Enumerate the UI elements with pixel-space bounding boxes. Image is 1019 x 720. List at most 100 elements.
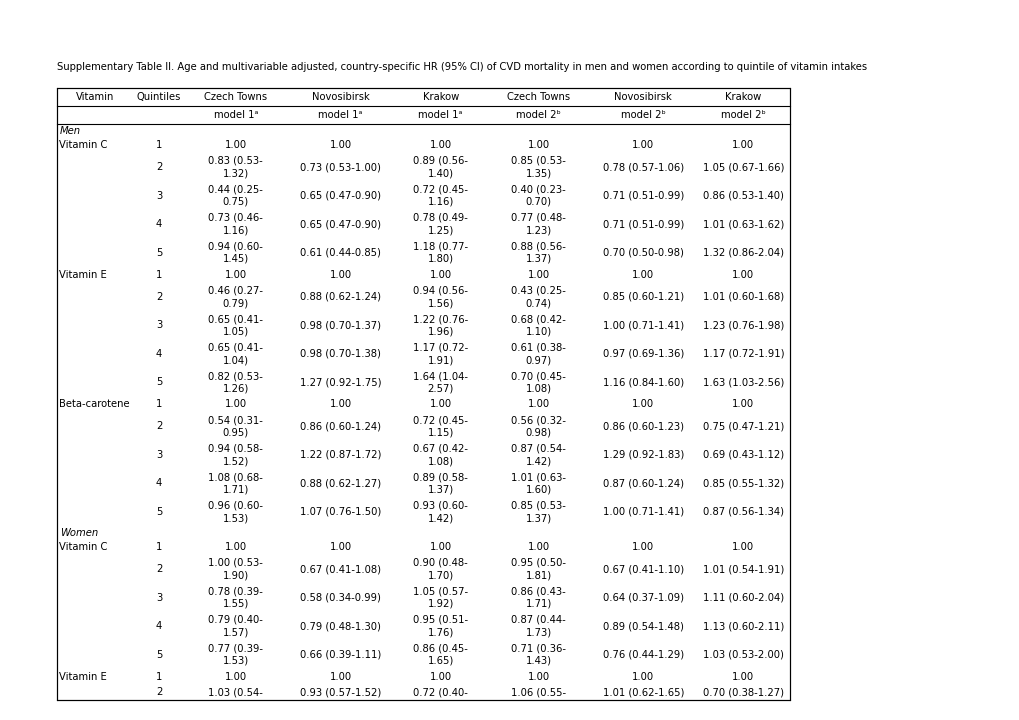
Text: 2.57): 2.57) <box>427 384 453 394</box>
Text: 1.00: 1.00 <box>329 140 352 150</box>
Text: 1.07 (0.76-1.50): 1.07 (0.76-1.50) <box>300 507 381 517</box>
Text: 0.79 (0.48-1.30): 0.79 (0.48-1.30) <box>300 621 381 631</box>
Text: 1.43): 1.43) <box>525 656 551 666</box>
Text: 1.25): 1.25) <box>427 225 453 235</box>
Text: 0.65 (0.47-0.90): 0.65 (0.47-0.90) <box>300 191 381 201</box>
Text: 1.76): 1.76) <box>427 627 453 637</box>
Text: 1.13 (0.60-2.11): 1.13 (0.60-2.11) <box>702 621 784 631</box>
Text: 1.00: 1.00 <box>224 542 247 552</box>
Text: model 2ᵇ: model 2ᵇ <box>516 110 560 120</box>
Text: 0.71 (0.51-0.99): 0.71 (0.51-0.99) <box>602 219 684 229</box>
Text: 1.00 (0.53-: 1.00 (0.53- <box>208 558 263 568</box>
Text: 0.88 (0.56-: 0.88 (0.56- <box>511 241 566 251</box>
Text: 1.00: 1.00 <box>429 400 451 410</box>
Text: 0.44 (0.25-: 0.44 (0.25- <box>208 184 263 194</box>
Text: 0.88 (0.62-1.27): 0.88 (0.62-1.27) <box>300 479 381 488</box>
Text: 1.16): 1.16) <box>427 197 453 207</box>
Text: 2: 2 <box>156 564 162 574</box>
Text: 1.16): 1.16) <box>222 225 249 235</box>
Text: 1.00: 1.00 <box>632 400 654 410</box>
Text: 1.00: 1.00 <box>329 542 352 552</box>
Text: 1.00: 1.00 <box>224 270 247 279</box>
Text: 1.35): 1.35) <box>525 168 551 179</box>
Text: 1.63 (1.03-2.56): 1.63 (1.03-2.56) <box>702 377 784 387</box>
Text: 1.00: 1.00 <box>527 542 549 552</box>
Text: 1.00: 1.00 <box>224 140 247 150</box>
Text: 0.89 (0.56-: 0.89 (0.56- <box>413 156 468 166</box>
Text: 1.91): 1.91) <box>427 355 453 365</box>
Text: 0.75): 0.75) <box>222 197 249 207</box>
Bar <box>57 88 790 700</box>
Text: 2: 2 <box>156 421 162 431</box>
Text: 1.05 (0.67-1.66): 1.05 (0.67-1.66) <box>702 162 784 172</box>
Text: 5: 5 <box>156 377 162 387</box>
Text: 4: 4 <box>156 479 162 488</box>
Text: 0.98 (0.70-1.38): 0.98 (0.70-1.38) <box>300 348 381 359</box>
Text: 0.74): 0.74) <box>525 298 551 308</box>
Text: 0.87 (0.44-: 0.87 (0.44- <box>511 615 566 625</box>
Text: 0.95): 0.95) <box>222 428 249 438</box>
Text: 1.01 (0.63-1.62): 1.01 (0.63-1.62) <box>702 219 784 229</box>
Text: Vitamin: Vitamin <box>76 92 114 102</box>
Text: 1.55): 1.55) <box>222 599 249 609</box>
Text: 0.67 (0.41-1.08): 0.67 (0.41-1.08) <box>300 564 381 574</box>
Text: 1.92): 1.92) <box>427 599 453 609</box>
Text: 1.06 (0.55-: 1.06 (0.55- <box>511 687 566 697</box>
Text: 0.89 (0.54-1.48): 0.89 (0.54-1.48) <box>602 621 683 631</box>
Text: 1: 1 <box>156 270 162 279</box>
Text: 1.00: 1.00 <box>527 270 549 279</box>
Text: 0.71 (0.51-0.99): 0.71 (0.51-0.99) <box>602 191 684 201</box>
Text: Czech Towns: Czech Towns <box>204 92 267 102</box>
Text: 0.69 (0.43-1.12): 0.69 (0.43-1.12) <box>702 450 784 460</box>
Text: Vitamin C: Vitamin C <box>59 542 107 552</box>
Text: 1.42): 1.42) <box>525 456 551 467</box>
Text: 0.79): 0.79) <box>222 298 249 308</box>
Text: 0.54 (0.31-: 0.54 (0.31- <box>208 415 263 425</box>
Text: 1.00: 1.00 <box>632 672 654 682</box>
Text: 1.08 (0.68-: 1.08 (0.68- <box>208 472 263 482</box>
Text: 1.05 (0.57-: 1.05 (0.57- <box>413 586 468 596</box>
Text: 0.86 (0.43-: 0.86 (0.43- <box>511 586 566 596</box>
Text: 1: 1 <box>156 140 162 150</box>
Text: Krakow: Krakow <box>725 92 761 102</box>
Text: 1.64 (1.04-: 1.64 (1.04- <box>413 371 468 381</box>
Text: 1.23): 1.23) <box>525 225 551 235</box>
Text: 1.04): 1.04) <box>222 355 249 365</box>
Text: 1.00: 1.00 <box>429 140 451 150</box>
Text: 1.65): 1.65) <box>427 656 453 666</box>
Text: 5: 5 <box>156 649 162 660</box>
Text: 0.73 (0.53-1.00): 0.73 (0.53-1.00) <box>300 162 381 172</box>
Text: 0.94 (0.58-: 0.94 (0.58- <box>208 444 263 454</box>
Text: 5: 5 <box>156 507 162 517</box>
Text: 0.70 (0.50-0.98): 0.70 (0.50-0.98) <box>602 248 683 258</box>
Text: 0.85 (0.60-1.21): 0.85 (0.60-1.21) <box>602 292 683 302</box>
Text: 1.52): 1.52) <box>222 456 249 467</box>
Text: 1.27 (0.92-1.75): 1.27 (0.92-1.75) <box>300 377 381 387</box>
Text: 1.23 (0.76-1.98): 1.23 (0.76-1.98) <box>702 320 784 330</box>
Text: 1.81): 1.81) <box>525 570 551 580</box>
Text: 0.89 (0.58-: 0.89 (0.58- <box>413 472 468 482</box>
Text: 0.67 (0.41-1.10): 0.67 (0.41-1.10) <box>602 564 683 574</box>
Text: 0.95 (0.51-: 0.95 (0.51- <box>413 615 468 625</box>
Text: 1.00: 1.00 <box>732 542 754 552</box>
Text: 1.96): 1.96) <box>427 327 453 336</box>
Text: 0.90 (0.48-: 0.90 (0.48- <box>413 558 468 568</box>
Text: 0.85 (0.55-1.32): 0.85 (0.55-1.32) <box>702 479 784 488</box>
Text: 1.00: 1.00 <box>329 672 352 682</box>
Text: 1.00: 1.00 <box>527 140 549 150</box>
Text: 0.46 (0.27-: 0.46 (0.27- <box>208 285 263 295</box>
Text: 1.11 (0.60-2.04): 1.11 (0.60-2.04) <box>702 593 784 603</box>
Text: 0.94 (0.56-: 0.94 (0.56- <box>413 285 468 295</box>
Text: 4: 4 <box>156 219 162 229</box>
Text: 1.53): 1.53) <box>222 656 249 666</box>
Text: model 2ᵇ: model 2ᵇ <box>621 110 665 120</box>
Text: 0.78 (0.39-: 0.78 (0.39- <box>208 586 263 596</box>
Text: 0.64 (0.37-1.09): 0.64 (0.37-1.09) <box>602 593 683 603</box>
Text: 0.65 (0.41-: 0.65 (0.41- <box>208 314 263 324</box>
Text: 1.01 (0.62-1.65): 1.01 (0.62-1.65) <box>602 687 684 697</box>
Text: 0.70 (0.38-1.27): 0.70 (0.38-1.27) <box>702 687 784 697</box>
Text: Vitamin E: Vitamin E <box>59 270 107 279</box>
Text: 3: 3 <box>156 320 162 330</box>
Text: model 1ᵃ: model 1ᵃ <box>318 110 363 120</box>
Text: 1.53): 1.53) <box>222 513 249 523</box>
